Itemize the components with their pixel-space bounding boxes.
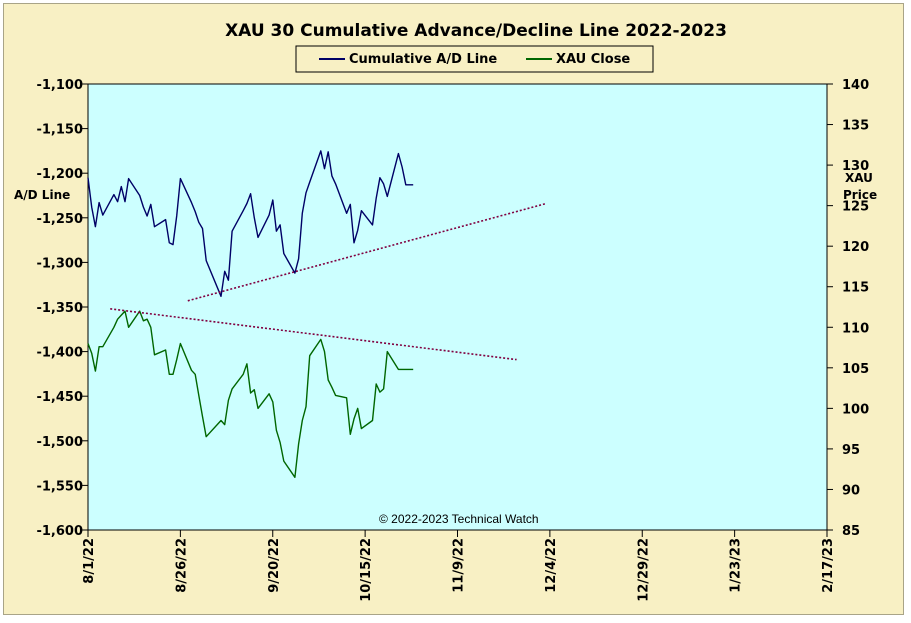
chart-title: XAU 30 Cumulative Advance/Decline Line 2… [225, 21, 727, 41]
y-axis-label-right-line2: Price [843, 188, 877, 202]
copyright-annotation: © 2022-2023 Technical Watch [379, 512, 539, 526]
y-left-tick-label: -1,300 [36, 256, 83, 271]
y-left-tick-label: -1,150 [36, 123, 83, 138]
y-left-tick-label: -1,550 [36, 479, 83, 494]
y-right-tick-label: 135 [842, 119, 869, 134]
y-axis-right: 140 135 130 125 120 115 110 105 100 95 90 85 [827, 78, 869, 539]
x-tick-label: 12/29/22 [636, 538, 651, 602]
trendline-xau [110, 308, 517, 361]
plot-area [87, 83, 828, 531]
y-left-tick-label: -1,600 [36, 524, 83, 539]
y-right-tick-label: 100 [842, 402, 869, 417]
x-tick-label: 8/1/22 [82, 538, 97, 584]
y-right-tick-label: 85 [842, 524, 860, 539]
y-left-tick-label: -1,400 [36, 346, 83, 361]
y-left-tick-label: -1,100 [36, 78, 83, 93]
legend: Cumulative A/D Line XAU Close [295, 45, 654, 73]
trendline-ad [187, 202, 547, 302]
series-line-xau-close [87, 310, 414, 478]
y-right-tick-label: 95 [842, 443, 860, 458]
x-tick-label: 9/20/22 [267, 538, 282, 593]
y-left-tick-label: -1,200 [36, 167, 83, 182]
y-axis-left: -1,100 -1,150 -1,200 -1,250 -1,300 -1,350 -1,4… [36, 78, 88, 539]
y-right-tick-label: 105 [842, 362, 869, 377]
x-tick-label: 12/4/22 [544, 538, 559, 593]
y-left-tick-label: -1,450 [36, 390, 83, 405]
y-axis-label-left: A/D Line [14, 188, 70, 202]
x-tick-label: 1/23/23 [729, 538, 744, 593]
y-right-tick-label: 140 [842, 78, 869, 93]
x-tick-label: 10/15/22 [359, 538, 374, 602]
series-line-cumulative-ad [87, 150, 414, 297]
x-tick-label: 8/26/22 [174, 538, 189, 593]
y-right-tick-label: 90 [842, 483, 860, 498]
y-right-tick-label: 110 [842, 321, 869, 336]
y-left-tick-label: -1,250 [36, 212, 83, 227]
legend-label-xau-close: XAU Close [556, 52, 630, 67]
legend-label-ad-line: Cumulative A/D Line [349, 52, 497, 67]
y-right-tick-label: 125 [842, 200, 869, 215]
y-left-tick-label: -1,350 [36, 301, 83, 316]
legend-box [295, 45, 654, 73]
y-right-tick-label: 115 [842, 281, 869, 296]
x-axis: 8/1/22 8/26/22 9/20/22 10/15/22 11/9/22 12/4/… [82, 530, 836, 602]
x-tick-label: 2/17/23 [821, 538, 836, 593]
y-right-tick-label: 120 [842, 240, 869, 255]
y-left-tick-label: -1,500 [36, 435, 83, 450]
series-layer [87, 150, 547, 478]
x-tick-label: 11/9/22 [452, 538, 467, 593]
y-axis-label-right-line1: XAU [845, 171, 873, 185]
y-right-tick-label: 130 [842, 159, 869, 174]
